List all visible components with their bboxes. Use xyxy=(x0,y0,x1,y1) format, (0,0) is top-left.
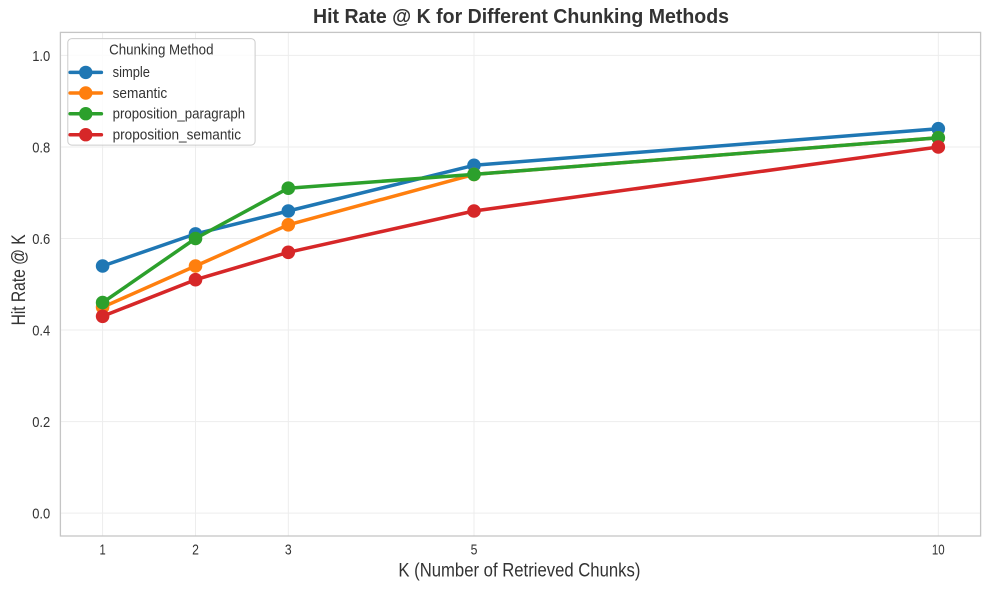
svg-text:Hit Rate @ K: Hit Rate @ K xyxy=(9,234,30,325)
svg-text:0.0: 0.0 xyxy=(32,506,50,523)
svg-text:3: 3 xyxy=(285,542,292,559)
svg-text:Chunking Method: Chunking Method xyxy=(109,42,213,58)
svg-text:simple: simple xyxy=(113,65,150,81)
svg-text:proposition_paragraph: proposition_paragraph xyxy=(113,107,246,123)
svg-text:0.4: 0.4 xyxy=(32,323,50,340)
svg-text:K (Number of Retrieved Chunks): K (Number of Retrieved Chunks) xyxy=(398,561,640,582)
svg-text:1: 1 xyxy=(100,542,106,559)
svg-text:Hit Rate @ K for Different Chu: Hit Rate @ K for Different Chunking Meth… xyxy=(313,5,729,28)
svg-text:semantic: semantic xyxy=(113,86,168,102)
svg-text:2: 2 xyxy=(192,542,199,559)
svg-text:1.0: 1.0 xyxy=(32,48,50,65)
svg-text:5: 5 xyxy=(471,542,478,559)
svg-text:0.6: 0.6 xyxy=(32,231,50,248)
svg-text:0.8: 0.8 xyxy=(32,140,50,157)
svg-text:0.2: 0.2 xyxy=(32,414,50,431)
svg-text:10: 10 xyxy=(932,542,945,559)
svg-text:proposition_semantic: proposition_semantic xyxy=(113,128,241,144)
